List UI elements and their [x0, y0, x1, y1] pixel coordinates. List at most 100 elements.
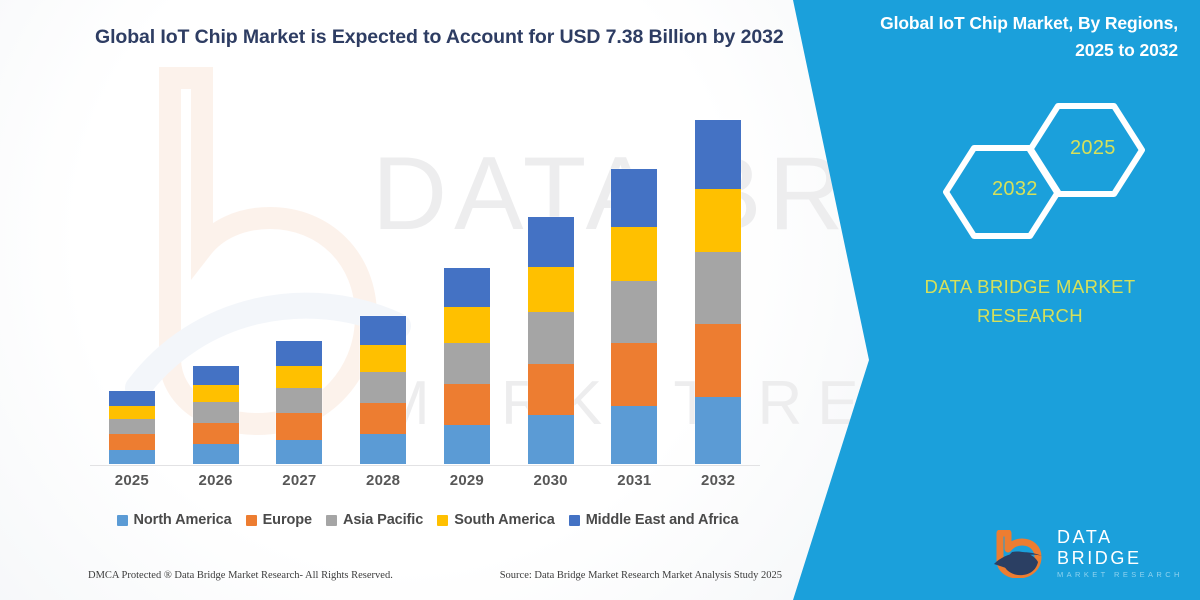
legend-item[interactable]: Europe [245, 512, 312, 528]
x-axis-tick: 2029 [449, 472, 484, 489]
panel-brand-line1: DATA BRIDGE MARKET [924, 276, 1136, 297]
bar-segment [443, 267, 490, 308]
bar-segment [108, 418, 155, 435]
panel-title: Global IoT Chip Market, By Regions, 2025… [880, 13, 1178, 60]
bar-column [595, 120, 673, 464]
chart-plot-area [90, 120, 760, 466]
footer: DMCA Protected ® Data Bridge Market Rese… [88, 570, 788, 581]
legend-label: Asia Pacific [342, 512, 424, 528]
stacked-bar [443, 267, 490, 464]
stacked-bar [360, 316, 407, 464]
legend-swatch-icon [245, 514, 257, 526]
bar-segment [611, 280, 658, 343]
bar-segment [108, 449, 155, 464]
bar-segment [360, 372, 407, 404]
bar-segment [695, 120, 742, 190]
chart-title: Global IoT Chip Market is Expected to Ac… [95, 26, 784, 48]
bar-segment [276, 387, 323, 414]
bar-segment [360, 434, 407, 464]
brand-logo-tagline: MARKET RESEARCH [1057, 570, 1183, 579]
bar-segment [443, 383, 490, 426]
bar-column [679, 120, 757, 464]
bar-segment [108, 405, 155, 419]
legend-swatch-icon [437, 514, 449, 526]
bar-column [512, 120, 590, 464]
bar-segment [527, 363, 574, 416]
bar-segment [108, 391, 155, 406]
legend-swatch-icon [325, 514, 337, 526]
bar-segment [276, 340, 323, 366]
bar-segment [192, 444, 239, 464]
panel-brand-text: DATA BRIDGE MARKET RESEARCH [860, 272, 1200, 330]
x-axis-tick: 2028 [366, 472, 401, 489]
data-bridge-logo-icon [994, 530, 1042, 578]
x-axis-tick: 2030 [533, 472, 568, 489]
hexagon-label-end: 2032 [992, 178, 1038, 200]
chart-legend: North America Europe Asia Pacific South Ame… [0, 512, 855, 528]
stacked-bar [276, 340, 323, 464]
bar-segment [276, 365, 323, 388]
stacked-bar [611, 168, 658, 464]
footer-copyright: DMCA Protected ® Data Bridge Market Rese… [88, 570, 393, 581]
bar-segment [611, 168, 658, 227]
x-axis-tick: 2027 [282, 472, 317, 489]
stacked-bar [695, 120, 742, 464]
bar-segment [611, 226, 658, 281]
bar-segment [360, 344, 407, 373]
footer-source: Source: Data Bridge Market Research Mark… [499, 570, 782, 581]
stacked-bar [108, 391, 155, 464]
bar-segment [192, 384, 239, 403]
brand-logo-name: DATA BRIDGE [1057, 527, 1142, 568]
panel-content: Global IoT Chip Market, By Regions, 2025… [860, 0, 1200, 600]
bar-column [260, 120, 338, 464]
bar-segment [192, 402, 239, 424]
bar-segment [192, 365, 239, 385]
legend-label: Middle East and Africa [585, 512, 739, 528]
legend-label: North America [133, 512, 232, 528]
bar-segment [695, 396, 742, 464]
bar-column [344, 120, 422, 464]
bar-column [177, 120, 255, 464]
bar-segment [527, 415, 574, 464]
bar-segment [611, 342, 658, 406]
brand-logo: DATA BRIDGE MARKET RESEARCH [992, 527, 1192, 581]
stacked-bar [192, 365, 239, 464]
bar-segment [192, 423, 239, 445]
brand-logo-text: DATA BRIDGE MARKET RESEARCH [1057, 527, 1192, 581]
legend-label: Europe [262, 512, 312, 528]
hexagon-label-start: 2025 [1070, 137, 1116, 159]
bar-segment [360, 316, 407, 345]
x-axis-tick: 2031 [617, 472, 652, 489]
bar-segment [695, 323, 742, 397]
x-axis-tick: 2032 [701, 472, 736, 489]
x-axis-tick: 2026 [198, 472, 233, 489]
bar-segment [527, 217, 574, 267]
bar-segment [108, 434, 155, 450]
bar-segment [695, 189, 742, 253]
legend-item[interactable]: North America [116, 512, 232, 528]
legend-swatch-icon [116, 514, 128, 526]
bar-segment [443, 342, 490, 384]
bar-group [90, 120, 760, 464]
panel-brand-line2: RESEARCH [977, 305, 1083, 326]
axis-baseline [90, 465, 760, 466]
bar-segment [276, 413, 323, 440]
legend-item[interactable]: Asia Pacific [325, 512, 424, 528]
bar-segment [527, 266, 574, 312]
stacked-bar [527, 217, 574, 464]
legend-swatch-icon [568, 514, 580, 526]
hexagon-badges: 2025 2032 [918, 102, 1168, 247]
legend-label: South America [454, 512, 555, 528]
bar-segment [527, 311, 574, 364]
x-axis-tick-labels: 2025 2026 2027 2028 2029 2030 2031 2032 [90, 472, 760, 489]
hexagon-outlines-icon [943, 103, 1145, 239]
legend-item[interactable]: South America [437, 512, 555, 528]
bar-column [93, 120, 171, 464]
bar-column [428, 120, 506, 464]
bar-segment [360, 403, 407, 435]
bar-segment [443, 425, 490, 464]
bar-segment [443, 307, 490, 343]
legend-item[interactable]: Middle East and Africa [568, 512, 739, 528]
bar-segment [695, 252, 742, 324]
